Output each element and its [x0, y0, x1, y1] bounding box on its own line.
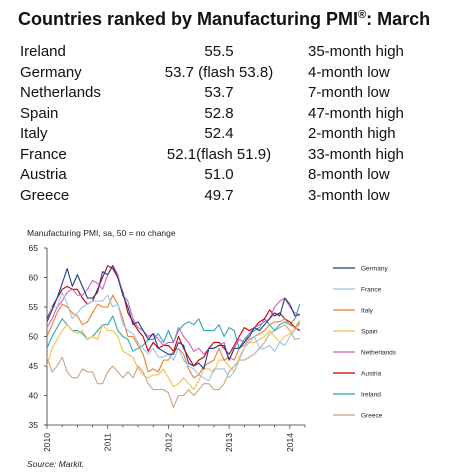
y-tick-label: 40 [29, 391, 39, 401]
legend-label: Austria [361, 371, 382, 378]
ranking-value: 52.1(flash 51.9) [166, 145, 272, 163]
chart-title: Manufacturing PMI, sa, 50 = no change [27, 228, 176, 238]
series-line-france [46, 291, 301, 382]
series-line-italy [46, 294, 301, 379]
legend-label: Italy [361, 308, 374, 315]
ranking-row: Greece 49.7 3-month low [20, 187, 460, 208]
ranking-table: Ireland 55.5 35-month high Germany 53.7 (fl… [20, 43, 460, 207]
y-tick-label: 60 [29, 273, 39, 283]
y-tick-label: 65 [29, 243, 39, 253]
series-line-germany [46, 265, 301, 370]
series-line-netherlands [46, 265, 301, 361]
ranking-country: France [20, 145, 67, 163]
ranking-note: 4-month low [308, 63, 390, 81]
ranking-row: Italy 52.4 2-month high [20, 125, 460, 146]
ranking-note: 3-month low [308, 186, 390, 204]
ranking-row: Germany 53.7 (flash 53.8) 4-month low [20, 64, 460, 85]
y-tick-label: 50 [29, 332, 39, 342]
series-line-greece [46, 324, 301, 408]
legend-label: France [361, 287, 382, 294]
ranking-note: 2-month high [308, 125, 396, 142]
ranking-row: Netherlands 53.7 7-month low [20, 84, 460, 105]
ranking-row: Spain 52.8 47-month high [20, 105, 460, 126]
ranking-country: Greece [20, 186, 70, 204]
page-title: Countries ranked by Manufacturing PMI®: … [18, 9, 430, 30]
legend-label: Ireland [361, 392, 381, 399]
x-tick-label: 2014 [285, 433, 295, 452]
x-tick-label: 2011 [103, 433, 113, 452]
ranking-value: 53.7 [204, 84, 234, 101]
legend-label: Spain [361, 329, 378, 336]
ranking-value: 53.7 (flash 53.8) [164, 63, 274, 81]
ranking-value: 55.5 [204, 43, 234, 60]
x-tick-label: 2012 [163, 433, 173, 452]
source-note: Source: Markit. [27, 459, 84, 469]
ranking-row: France 52.1(flash 51.9) 33-month high [20, 146, 460, 167]
ranking-country: Austria [20, 166, 67, 183]
chart-legend: Germany France Italy Spain Netherlands Austri… [333, 266, 397, 420]
ranking-note: 8-month low [308, 166, 390, 183]
legend-label: Netherlands [361, 350, 397, 357]
ranking-note: 33-month high [308, 145, 404, 163]
ranking-value: 52.8 [204, 104, 234, 122]
plot-area: 35 40 45 50 55 60 65 2010 2011 2012 2013 2014 [29, 243, 306, 452]
ranking-country: Netherlands [20, 84, 101, 101]
ranking-country: Ireland [20, 43, 66, 60]
y-tick-label: 35 [29, 420, 39, 430]
x-tick-label: 2010 [42, 433, 52, 452]
y-tick-label: 55 [29, 302, 39, 312]
ranking-country: Italy [20, 125, 48, 142]
pmi-line-chart: Manufacturing PMI, sa, 50 = no change 35… [27, 228, 397, 469]
ranking-value: 52.4 [204, 125, 234, 142]
registered-mark: ® [358, 9, 367, 21]
title-suffix: : March [366, 9, 431, 29]
ranking-value: 49.7 [204, 186, 234, 204]
ranking-row: Ireland 55.5 35-month high [20, 43, 460, 64]
y-tick-label: 45 [29, 361, 39, 371]
ranking-country: Spain [20, 104, 59, 122]
ranking-note: 47-month high [308, 104, 404, 122]
legend-label: Greece [361, 413, 383, 420]
series-line-spain [46, 319, 301, 391]
ranking-value: 51.0 [204, 166, 234, 183]
ranking-note: 7-month low [308, 84, 390, 101]
legend-label: Germany [361, 266, 388, 273]
ranking-row: Austria 51.0 8-month low [20, 166, 460, 187]
ranking-note: 35-month high [308, 43, 404, 60]
title-text: Countries ranked by Manufacturing PMI [18, 9, 359, 29]
ranking-country: Germany [20, 63, 82, 81]
x-tick-label: 2013 [224, 433, 234, 452]
